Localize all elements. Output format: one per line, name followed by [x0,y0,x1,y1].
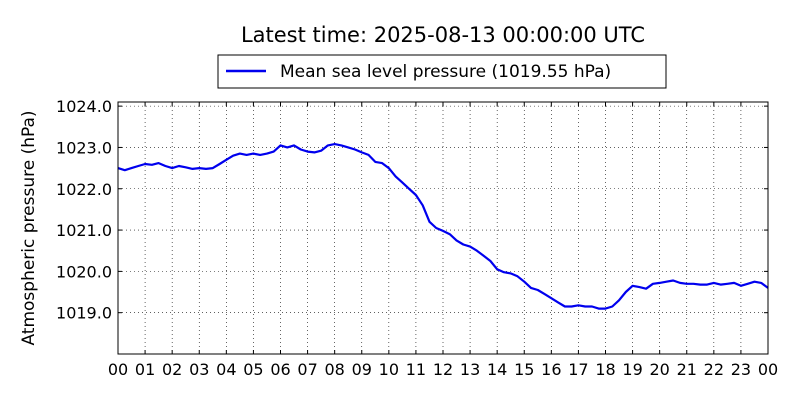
x-tick-label: 22 [704,360,724,379]
x-tick-label: 12 [433,360,453,379]
x-tick-label: 15 [514,360,534,379]
legend-label: Mean sea level pressure (1019.55 hPa) [280,62,611,82]
x-tick-label: 20 [649,360,669,379]
x-tick-label: 01 [135,360,155,379]
x-tick-label: 21 [677,360,697,379]
x-tick-label: 03 [189,360,209,379]
x-tick-label: 13 [460,360,480,379]
chart-title: Latest time: 2025-08-13 00:00:00 UTC [241,23,645,47]
x-tick-label: 10 [379,360,399,379]
x-tick-label: 19 [622,360,642,379]
x-tick-label: 17 [568,360,588,379]
y-tick-label: 1024.0 [56,97,112,116]
x-tick-label: 08 [324,360,344,379]
y-tick-label: 1019.0 [56,304,112,323]
series-line-mean-sea-level-pressure [117,143,769,310]
y-axis-label: Atmospheric pressure (hPa) [19,110,39,345]
x-tick-label: 18 [595,360,615,379]
x-tick-label: 16 [541,360,561,379]
grid [118,102,768,354]
x-tick-label: 06 [270,360,290,379]
y-tick-label: 1020.0 [56,262,112,281]
y-tick-label: 1023.0 [56,138,112,157]
plot-area-frame [117,101,769,355]
x-tick-label: 04 [216,360,236,379]
ticks: 00 01 02 03 04 05 06 07 08 09 10 11 12 13 14 15 16 17 18 19… [56,97,778,379]
legend-box [217,54,667,89]
x-tick-label: 00 [108,360,128,379]
x-tick-label: 14 [487,360,507,379]
x-tick-label: 00 [758,360,778,379]
x-tick-label: 05 [243,360,263,379]
x-tick-label: 02 [162,360,182,379]
x-tick-label: 11 [406,360,426,379]
x-tick-label: 23 [731,360,751,379]
x-tick-label: 09 [352,360,372,379]
x-tick-label: 07 [297,360,317,379]
y-tick-label: 1022.0 [56,180,112,199]
y-tick-label: 1021.0 [56,221,112,240]
